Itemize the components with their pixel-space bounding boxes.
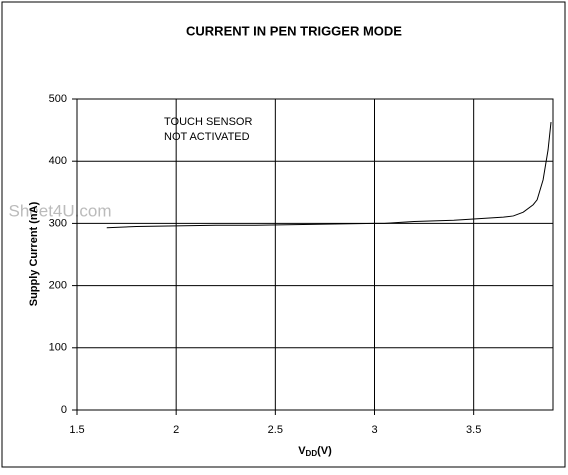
x-label: V (298, 445, 306, 457)
watermark: Sheet4U.com (9, 201, 112, 220)
y-tick-label: 500 (49, 93, 67, 105)
x-tick-label: 3.5 (466, 424, 481, 436)
annotation: TOUCH SENSOR (164, 116, 252, 128)
y-tick-label: 400 (49, 155, 67, 167)
y-tick-label: 100 (49, 342, 67, 354)
annotation: NOT ACTIVATED (164, 131, 250, 143)
y-tick-label: 0 (61, 404, 67, 416)
plot-area (76, 98, 554, 411)
x-label-suffix: (V) (317, 445, 332, 457)
frame (1, 1, 566, 468)
data-line (106, 121, 552, 229)
x-tick-label: 3 (371, 424, 377, 436)
y-axis-label: Supply Current (nA) (28, 201, 40, 306)
x-label-sub: DD (306, 449, 318, 458)
y-tick-label: 200 (49, 280, 67, 292)
y-tick-label: 300 (49, 217, 67, 229)
x-axis-label: VDD(V) (298, 445, 332, 458)
x-tick-label: 2.5 (268, 424, 283, 436)
x-tick-label: 1.5 (69, 424, 84, 436)
chart-title: CURRENT IN PEN TRIGGER MODE (186, 23, 402, 38)
x-tick-label: 2 (173, 424, 179, 436)
